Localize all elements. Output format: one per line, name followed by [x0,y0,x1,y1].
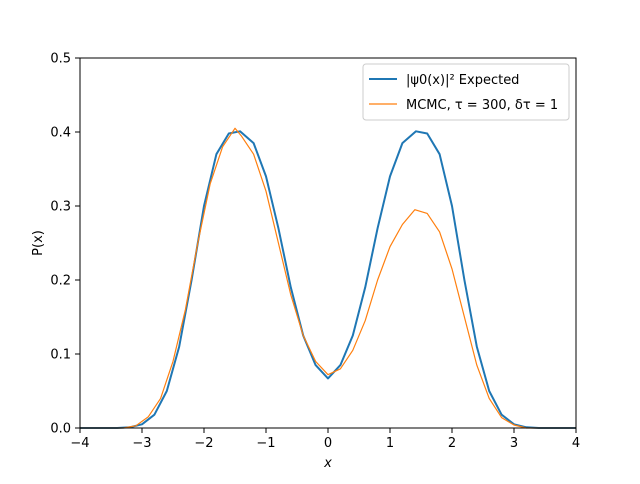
series-line-0 [80,130,576,429]
legend-label-expected: |ψ0(x)|² Expected [406,73,519,88]
x-axis-label: x [323,456,332,471]
x-tick-label: 0 [324,436,332,451]
y-tick-label: 0.1 [50,348,71,363]
x-tick-label: −3 [132,436,151,451]
y-tick-label: 0.5 [50,52,71,67]
y-tick-label: 0.2 [50,274,71,289]
y-axis-label: P(x) [31,230,46,256]
legend: |ψ0(x)|² Expected MCMC, τ = 300, δτ = 1 [362,63,570,121]
y-tick-label: 0.4 [50,126,71,141]
y-axis-ticks: 0.0 0.1 0.2 0.3 0.4 0.5 [50,52,80,437]
plot-lines [80,127,576,429]
series-line-1 [80,127,576,429]
x-tick-label: −4 [70,436,89,451]
x-axis-ticks: −4 −3 −2 −1 0 1 2 3 4 [70,428,580,451]
x-tick-label: 3 [510,436,518,451]
y-tick-label: 0.0 [50,422,71,437]
x-tick-label: −2 [194,436,213,451]
x-tick-label: 1 [386,436,394,451]
x-tick-label: −1 [256,436,275,451]
legend-label-mcmc: MCMC, τ = 300, δτ = 1 [406,98,558,113]
legend-box [362,63,570,121]
x-tick-label: 2 [448,436,456,451]
x-tick-label: 4 [572,436,580,451]
y-tick-label: 0.3 [50,200,71,215]
